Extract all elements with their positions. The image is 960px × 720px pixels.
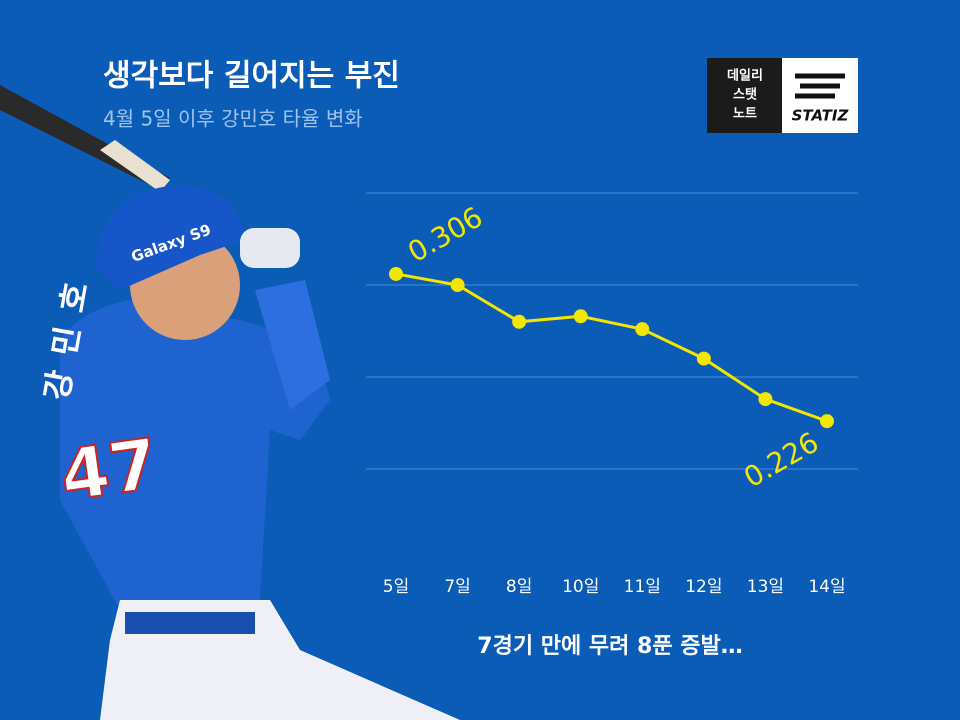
x-tick-label: 10일 — [562, 577, 599, 597]
logo-brand: STATIZ — [792, 107, 850, 125]
x-tick-label: 14일 — [808, 577, 845, 597]
line — [395, 272, 828, 423]
logo-line: 스탯 — [733, 87, 757, 103]
annotation: 7경기 만에 무려 8푼 증발… — [477, 634, 742, 659]
x-tick-label: 5일 — [383, 577, 409, 597]
point — [758, 392, 773, 407]
logo-line: 데일리 — [727, 68, 763, 84]
point — [512, 314, 527, 329]
chart-title: 생각보다 길어지는 부진 — [103, 59, 400, 94]
point — [450, 278, 465, 292]
point — [820, 414, 834, 429]
data-label: 0.226 — [738, 426, 824, 495]
logo-line: 노트 — [733, 107, 757, 122]
player-photo: Galaxy S9 강 민 호 47 — [0, 85, 460, 720]
x-tick-label: 7일 — [444, 577, 470, 597]
point — [389, 266, 403, 281]
x-tick-label: 8일 — [506, 577, 532, 597]
x-tick-label: 11일 — [624, 577, 661, 597]
x-tick-label: 12일 — [685, 577, 722, 597]
logo: 데일리 스탯 노트 STATIZ — [707, 58, 858, 133]
chart-subtitle: 4월 5일 이후 강민호 타율 변화 — [103, 107, 363, 131]
data-label: 0.306 — [402, 200, 488, 269]
x-tick-label: 13일 — [747, 577, 784, 597]
jersey-number: 47 — [55, 423, 163, 518]
point — [573, 309, 588, 324]
point — [635, 322, 650, 337]
point — [696, 351, 711, 366]
